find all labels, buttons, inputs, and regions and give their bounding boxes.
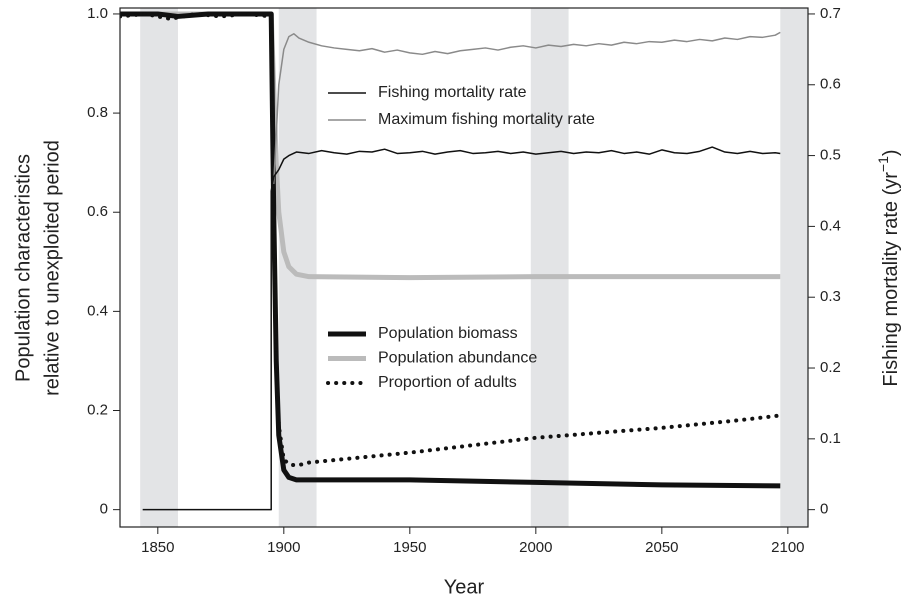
y2-tick-label: 0.7 [820,5,841,22]
y2-axis-title: Fishing mortality rate (yr−1) [875,149,903,386]
y2-tick-label: 0.5 [820,147,841,164]
x-tick-label: 2050 [645,539,678,556]
plot-frame [119,7,809,528]
x-tick-label: 1850 [141,539,174,556]
y2-axis-title-end: ) [880,149,902,156]
legend-label: Population abundance [378,350,537,367]
y2-tick-label: 0 [820,501,828,518]
x-axis-title: Year [444,576,485,598]
y-tick-label: 0.8 [87,104,108,121]
y-axis-title: relative to unexploited period [41,140,63,396]
y-tick-label: 0.4 [87,302,108,319]
shaded-period [780,8,808,527]
x-tick-label: 1950 [393,539,426,556]
y-tick-label: 0 [100,501,108,518]
x-tick-label: 2000 [519,539,552,556]
series-line [120,11,783,468]
series-line [272,31,781,184]
x-tick-label: 2100 [771,539,804,556]
y2-axis-title-text: Fishing mortality rate (yr [880,172,902,387]
legend-label: Population biomass [378,325,518,342]
y-tick-label: 0.2 [87,401,108,418]
shaded-period [278,8,317,527]
legend-label: Fishing mortality rate [378,84,527,101]
y-axis-title: Population characteristics [12,154,34,382]
y-tick-label: 0.6 [87,203,108,220]
y2-tick-label: 0.3 [820,288,841,305]
y2-tick-label: 0.6 [820,76,841,93]
shaded-period [140,8,178,527]
y-tick-label: 1.0 [87,5,108,22]
y2-tick-label: 0.1 [820,430,841,447]
y2-axis-title-exponent: −1 [875,156,891,172]
shaded-period [530,8,569,527]
y2-tick-label: 0.4 [820,217,841,234]
legend-label: Proportion of adults [378,374,517,391]
series-line [142,146,781,511]
y2-tick-label: 0.2 [820,359,841,376]
legend-label: Maximum fishing mortality rate [378,111,595,128]
x-tick-label: 1900 [267,539,300,556]
